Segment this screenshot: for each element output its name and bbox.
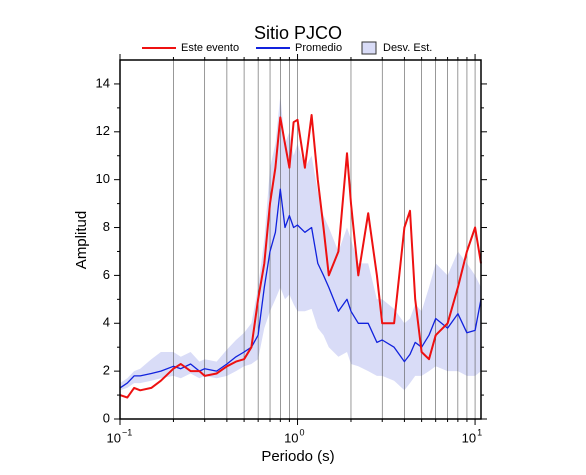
legend-label: Desv. Est.	[383, 42, 432, 54]
x-tick-label: 10	[284, 430, 298, 445]
x-tick-label: 10	[107, 430, 121, 445]
x-tick-exponent: −1	[122, 427, 132, 437]
y-tick-label: 8	[103, 219, 110, 234]
chart-title: Sitio PJCO	[254, 23, 342, 43]
x-tick-exponent: 0	[300, 427, 305, 437]
y-tick-label: 12	[96, 123, 110, 138]
legend-swatch	[361, 41, 377, 55]
y-tick-label: 6	[103, 267, 110, 282]
y-tick-label: 0	[103, 410, 110, 425]
x-tick-exponent: 1	[477, 427, 482, 437]
y-tick-label: 14	[96, 75, 110, 90]
x-axis-label: Periodo (s)	[261, 448, 334, 465]
y-tick-label: 2	[103, 363, 110, 378]
plot-frame	[119, 59, 482, 420]
series-line	[119, 188, 482, 389]
legend-label: Promedio	[295, 42, 342, 54]
y-tick-label: 4	[103, 315, 110, 330]
std-band	[120, 95, 481, 391]
y-axis-label: Amplitud	[73, 211, 90, 269]
y-tick-label: 10	[96, 171, 110, 186]
legend-label: Este evento	[181, 42, 239, 54]
x-tick-label: 10	[462, 430, 476, 445]
series-line	[119, 114, 482, 399]
